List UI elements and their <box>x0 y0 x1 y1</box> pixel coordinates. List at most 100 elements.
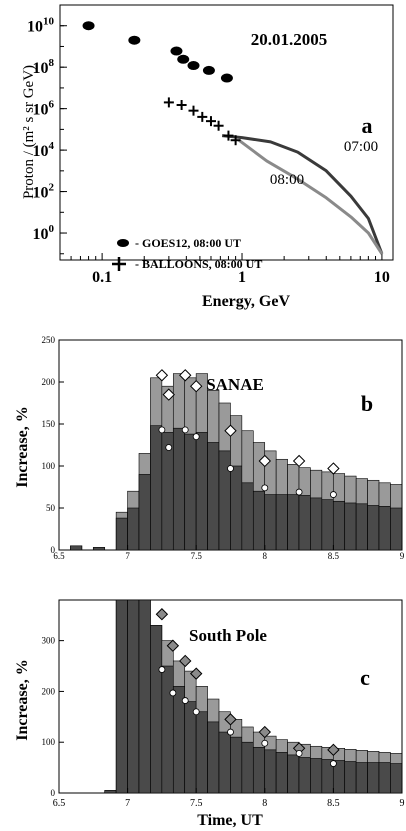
circle-marker <box>181 697 189 704</box>
bar-lower <box>310 758 323 794</box>
x-tick-label: 9 <box>400 551 405 561</box>
circle-marker <box>181 426 189 434</box>
bar-lower <box>378 506 391 551</box>
bar-lower <box>390 763 403 794</box>
y-tick-label: 100 <box>42 737 56 747</box>
bar-lower <box>298 757 311 794</box>
panel-c-xlabel: Time, UT <box>197 812 263 829</box>
y-tick-label: 108 <box>33 57 55 77</box>
y-tick-label: 250 <box>42 335 56 345</box>
bar-lower <box>150 425 163 551</box>
bar-lower <box>230 465 243 551</box>
circle-marker <box>192 433 200 441</box>
panel-c-letter: c <box>360 665 370 690</box>
bar-lower <box>92 547 106 551</box>
circle-marker <box>295 488 303 496</box>
panel-b-letter: b <box>361 391 373 416</box>
bar-lower <box>127 599 140 794</box>
balloons-point <box>197 111 208 122</box>
panel-b-sanae: 0 50 100 150 200 250 6.5 7 7.5 8 8.5 9 SANAE b Incr… <box>14 335 405 561</box>
panel-c-south-pole: 0 100 200 300 6.5 7 7.5 8 8.5 9 South Pole c Incr… <box>14 599 405 829</box>
bar-lower <box>275 752 288 794</box>
circle-marker <box>158 426 166 434</box>
goes-point <box>187 61 200 71</box>
panel-b-plot-area: 0 50 100 150 200 250 6.5 7 7.5 8 8.5 9 <box>42 335 405 561</box>
bar-lower <box>115 517 128 551</box>
x-tick-label: 6.5 <box>53 798 66 809</box>
legend-goes-marker <box>117 239 129 247</box>
x-tick-label: 8.5 <box>328 551 340 561</box>
x-tick-label: 10 <box>374 269 390 286</box>
balloons-point <box>188 105 199 116</box>
circle-marker <box>227 465 234 472</box>
goes-point <box>177 54 190 64</box>
bar-lower <box>378 762 391 794</box>
y-tick-label: 100 <box>33 223 55 243</box>
circle-marker <box>158 666 166 673</box>
bar-lower <box>161 665 174 794</box>
panel-a-ylabel: Proton / (m² s sr GeV) <box>21 65 37 199</box>
diamond-marker <box>166 639 180 652</box>
bar-lower <box>332 500 346 551</box>
legend-balloons-marker <box>112 257 126 271</box>
x-tick-label: 7 <box>125 551 130 561</box>
x-tick-label: 1 <box>238 269 246 286</box>
x-tick-label: 9 <box>400 798 405 809</box>
panel-a-frame <box>59 4 394 261</box>
circle-marker <box>165 444 173 451</box>
bar-lower <box>230 736 243 794</box>
annotation-0700: 07:00 <box>344 139 378 155</box>
bar-lower <box>310 497 323 551</box>
y-tick-label: 102 <box>33 182 55 202</box>
bar-lower <box>172 427 186 551</box>
bar-lower <box>195 432 208 551</box>
bar-lower <box>275 494 288 551</box>
panel-a-xlabel: Energy, GeV <box>202 293 290 310</box>
diamond-marker <box>189 379 203 393</box>
bar-lower <box>184 433 197 551</box>
circle-marker <box>295 749 303 757</box>
bar-lower <box>298 495 311 551</box>
diamond-marker <box>155 369 169 382</box>
diamond-marker <box>327 462 340 475</box>
bar-lower <box>207 442 220 551</box>
goes-point <box>82 21 95 31</box>
goes-point <box>128 35 141 45</box>
bar-lower <box>344 761 357 794</box>
diamond-marker <box>189 667 203 680</box>
bar-lower <box>321 499 334 551</box>
y-tick-label: 200 <box>42 686 56 696</box>
balloons-point <box>176 99 187 110</box>
series-line-0800 <box>238 138 384 255</box>
x-tick-label: 7 <box>125 798 130 809</box>
y-tick-label: 104 <box>33 140 55 160</box>
legend-balloons-label: - BALLOONS, 08:00 UT <box>135 257 262 271</box>
bar-lower <box>195 711 208 794</box>
series-line-0700 <box>221 134 384 255</box>
bar-lower <box>264 494 277 551</box>
diamond-marker <box>258 454 272 468</box>
x-tick-label: 8 <box>263 551 268 561</box>
legend-goes-label: - GOES12, 08:00 UT <box>135 236 241 250</box>
x-tick-label: 0.1 <box>92 269 112 286</box>
goes-point <box>170 46 183 56</box>
bar-lower <box>355 503 368 551</box>
circle-marker <box>169 689 177 697</box>
y-tick-label: 200 <box>42 377 56 387</box>
y-tick-label: 106 <box>33 99 55 119</box>
y-tick-label: 1010 <box>27 16 55 36</box>
circle-marker <box>261 484 269 492</box>
diamond-marker <box>258 725 272 739</box>
y-tick-label: 0 <box>51 788 56 798</box>
bar-lower <box>287 494 300 551</box>
diamond-marker <box>224 713 237 726</box>
bar-lower <box>241 741 254 794</box>
bar-lower <box>207 721 220 794</box>
diamond-marker <box>224 424 237 437</box>
diamond-marker <box>179 654 192 668</box>
x-tick-label: 7.5 <box>190 798 203 809</box>
circle-marker <box>329 760 337 767</box>
bar-lower <box>252 490 266 551</box>
bar-lower <box>252 746 266 794</box>
balloons-point <box>205 116 216 127</box>
